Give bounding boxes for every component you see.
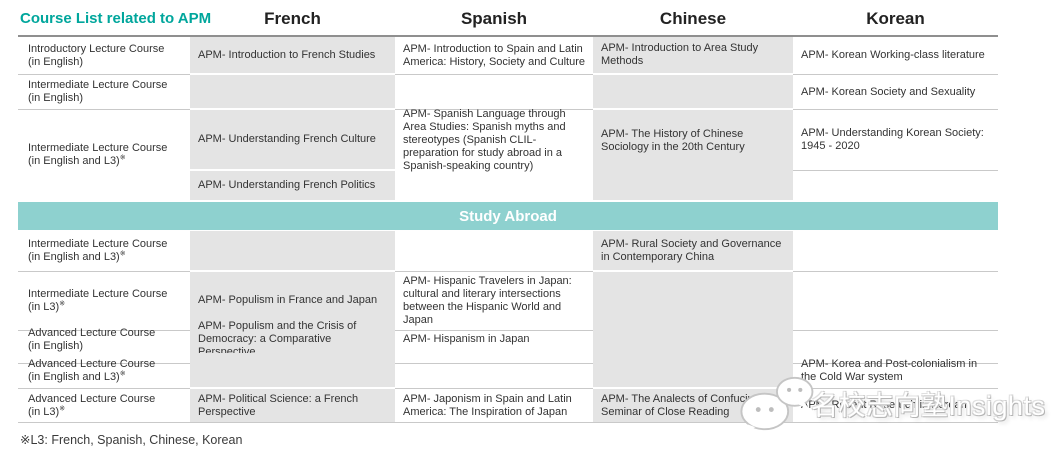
cell-korean — [793, 272, 998, 331]
table-row: Advanced Lecture Course (in L3)※ APM- Po… — [18, 389, 998, 423]
cell-korean-empty — [793, 171, 998, 200]
row-label: Intermediate Lecture Course (in English … — [28, 142, 168, 167]
cell-spanish: APM- Introduction to Spain and Latin Ame… — [395, 37, 593, 75]
cell-french — [190, 75, 395, 110]
cell-spanish: APM- Hispanic Travelers in Japan: cultur… — [395, 272, 593, 331]
row-label: Advanced Lecture Course (in English and … — [18, 353, 190, 389]
table-header-row: Course List related to APM French Spanis… — [18, 2, 998, 37]
cell-korean — [793, 231, 998, 272]
cell-korean: APM- Korean Working-class literature — [793, 37, 998, 75]
row-label: Intermediate Lecture Course (in English) — [18, 75, 190, 110]
column-header-chinese: Chinese — [659, 8, 727, 28]
row-label: Advanced Lecture Course (in English) — [18, 317, 190, 364]
cell-korean: APM- Korea and Post-colonialism in the C… — [793, 353, 998, 389]
cell-chinese: APM- Rural Society and Governance in Con… — [593, 231, 793, 272]
table-row: Advanced Lecture Course (in English and … — [18, 353, 998, 389]
table-row: Advanced Lecture Course (in English) APM… — [18, 317, 998, 364]
row-label: Intermediate Lecture Course (in L3)※ — [18, 272, 190, 331]
cell-chinese: APM- The Analects of Confucius: a Semina… — [593, 389, 793, 423]
cell-korean: APM- Recent Research in Korean — [793, 389, 998, 423]
cell-spanish — [395, 75, 593, 110]
table-row: Intermediate Lecture Course (in English … — [18, 231, 998, 272]
cell-chinese — [593, 75, 793, 110]
cell-spanish: APM- Hispanism in Japan — [395, 317, 593, 364]
cell-spanish — [395, 353, 593, 389]
study-abroad-label: Study Abroad — [459, 207, 557, 225]
cell-french: APM- Introduction to French Studies — [190, 37, 395, 75]
table-row-compound: Intermediate Lecture Course (in English … — [18, 108, 998, 200]
column-header-korean: Korean — [866, 8, 925, 28]
table-row: Intermediate Lecture Course (in English)… — [18, 75, 998, 110]
cell-chinese-empty — [593, 171, 793, 200]
course-table: Course List related to APM French Spanis… — [18, 2, 998, 447]
cell-french — [190, 353, 395, 389]
cell-chinese: APM- Introduction to Area Study Methods — [593, 37, 793, 75]
page-title: Course List related to APM — [20, 10, 212, 27]
cell-chinese: APM- The History of Chinese Sociology in… — [593, 110, 793, 171]
row-label: Advanced Lecture Course (in L3)※ — [18, 389, 190, 423]
cell-french — [190, 231, 395, 272]
cell-spanish: APM- Japonism in Spain and Latin America… — [395, 389, 593, 423]
cell-spanish-empty — [395, 171, 593, 200]
row-label: Introductory Lecture Course (in English) — [18, 37, 190, 75]
cell-korean — [793, 317, 998, 364]
cell-korean: APM- Korean Society and Sexuality — [793, 75, 998, 110]
row-label: Intermediate Lecture Course (in English … — [18, 231, 190, 272]
column-header-french: French — [264, 8, 321, 28]
cell-french: APM- Understanding French Politics — [190, 171, 395, 200]
column-header-spanish: Spanish — [460, 8, 528, 28]
footnote: ※L3: French, Spanish, Chinese, Korean — [20, 433, 243, 447]
table-row: Intermediate Lecture Course (in L3)※ APM… — [18, 272, 998, 331]
cell-spanish: APM- Spanish Language through Area Studi… — [403, 108, 566, 172]
cell-korean: APM- Understanding Korean Society: 1945 … — [793, 110, 998, 171]
cell-french: APM- Political Science: a French Perspec… — [190, 389, 395, 423]
cell-french: APM- Understanding French Culture — [190, 110, 395, 171]
cell-spanish — [395, 231, 593, 272]
table-row: Introductory Lecture Course (in English)… — [18, 37, 998, 75]
study-abroad-band: Study Abroad — [18, 202, 998, 230]
cell-chinese — [593, 353, 793, 389]
